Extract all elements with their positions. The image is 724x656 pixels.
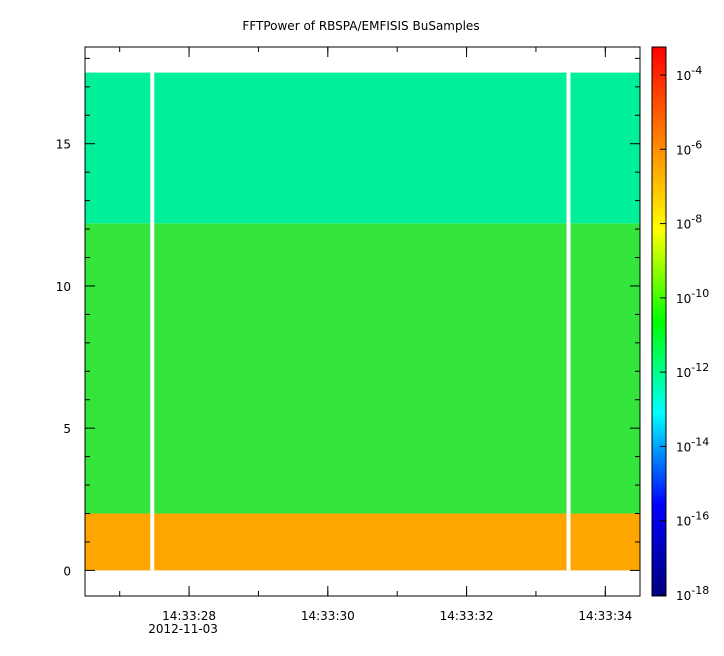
data-gap-1 xyxy=(150,72,155,571)
plot-area xyxy=(84,46,641,597)
colorbar-tick-label: 10-12 xyxy=(676,361,709,380)
x-tick-date-label: 2012-11-03 xyxy=(148,622,218,636)
colorbar-tick-label: 10-16 xyxy=(676,510,709,529)
y-tick-label: 0 xyxy=(63,564,71,578)
colorbar-tick-label: 10-10 xyxy=(676,287,709,306)
x-tick-label: 14:33:28 xyxy=(162,609,216,623)
colorbar-tick-label: 10-8 xyxy=(676,213,702,232)
y-axis: 0 5 10 15 xyxy=(56,57,640,578)
y-tick-label: 15 xyxy=(56,138,71,152)
y-tick-label: 10 xyxy=(56,280,71,294)
power-band-1 xyxy=(85,513,640,571)
colorbar-tick-label: 10-18 xyxy=(676,584,709,603)
colorbar-gradient xyxy=(651,46,667,597)
colorbar-tick-label: 10-14 xyxy=(676,435,709,454)
power-band-3 xyxy=(85,72,640,224)
colorbar-tick-label: 10-4 xyxy=(676,64,702,83)
x-tick-label: 14:33:30 xyxy=(301,609,355,623)
power-band-2 xyxy=(85,223,640,514)
chart-title: FFTPower of RBSPA/EMFISIS BuSamples xyxy=(242,19,479,33)
x-tick-label: 14:33:34 xyxy=(578,609,632,623)
colorbar-tick-label: 10-6 xyxy=(676,138,702,157)
y-tick-label: 5 xyxy=(63,422,71,436)
data-gap-2 xyxy=(566,72,571,571)
plot-frame xyxy=(84,46,641,597)
x-tick-label: 14:33:32 xyxy=(440,609,494,623)
colorbar: 10-4 10-6 10-8 10-10 10-12 10-14 10-16 10-18 xyxy=(651,46,709,603)
